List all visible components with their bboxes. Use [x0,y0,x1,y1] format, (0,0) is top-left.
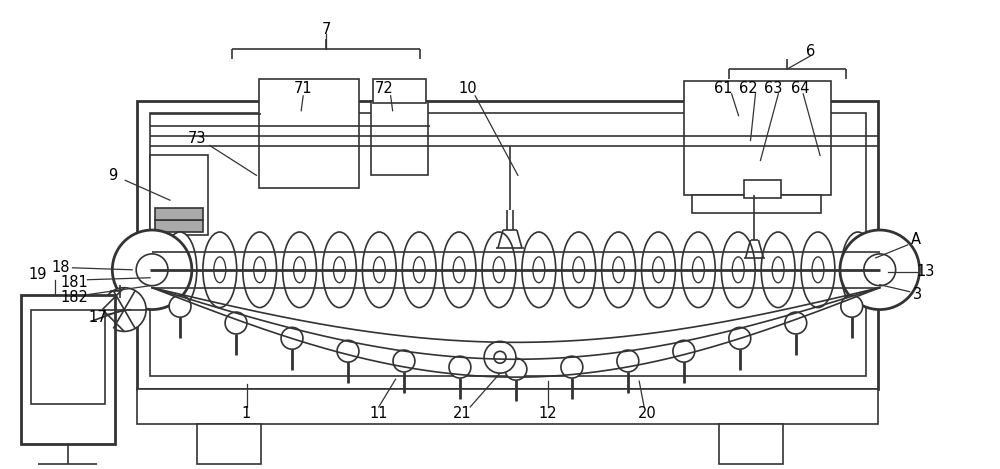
Bar [259,79,359,188]
Ellipse shape [243,232,277,308]
Ellipse shape [453,257,465,283]
Ellipse shape [573,257,585,283]
Ellipse shape [214,257,226,283]
Text: 10: 10 [459,81,478,96]
Text: 7: 7 [321,22,331,37]
Circle shape [494,351,506,363]
Ellipse shape [681,232,715,308]
Bar [150,113,866,376]
Circle shape [225,312,247,334]
Bar [137,389,878,424]
Text: 9: 9 [108,168,117,183]
Ellipse shape [692,257,704,283]
Text: 64: 64 [791,81,809,96]
Bar [155,208,203,220]
Circle shape [136,254,168,286]
Circle shape [102,287,146,332]
Ellipse shape [174,257,186,283]
Circle shape [841,295,863,317]
Text: 6: 6 [806,44,815,59]
Ellipse shape [442,232,476,308]
Ellipse shape [294,257,306,283]
Ellipse shape [323,232,356,308]
Ellipse shape [163,232,197,308]
Ellipse shape [333,257,345,283]
Ellipse shape [761,232,795,308]
Ellipse shape [254,257,266,283]
Bar [197,424,261,464]
Text: 21: 21 [453,407,472,422]
Bar [692,195,821,213]
Text: 11: 11 [369,407,388,422]
Ellipse shape [732,257,744,283]
Circle shape [561,356,583,378]
Ellipse shape [533,257,545,283]
Ellipse shape [522,232,556,308]
Bar [744,180,781,198]
Ellipse shape [653,257,664,283]
Circle shape [169,295,191,317]
Circle shape [673,340,695,362]
Circle shape [729,327,751,349]
Bar [21,295,115,444]
Bar [31,310,105,404]
Ellipse shape [482,232,516,308]
Text: 12: 12 [538,407,557,422]
Ellipse shape [642,232,675,308]
Text: 181: 181 [61,275,88,290]
Circle shape [785,312,807,334]
Ellipse shape [613,257,625,283]
Circle shape [393,350,415,372]
Ellipse shape [801,232,835,308]
Text: 73: 73 [188,131,206,146]
Circle shape [484,341,516,373]
Ellipse shape [283,232,316,308]
Circle shape [505,358,527,380]
Ellipse shape [562,232,596,308]
Bar [150,155,208,235]
Bar [684,81,831,195]
Circle shape [617,350,639,372]
Text: 72: 72 [374,81,393,96]
Ellipse shape [493,257,505,283]
Text: 17: 17 [88,310,107,325]
Text: 19: 19 [29,267,47,282]
Text: 63: 63 [764,81,783,96]
Text: A: A [911,233,921,248]
Bar [137,101,878,389]
Ellipse shape [602,232,635,308]
Ellipse shape [413,257,425,283]
Ellipse shape [203,232,237,308]
Circle shape [112,230,192,310]
Text: 71: 71 [294,81,312,96]
Circle shape [281,327,303,349]
Text: 61: 61 [714,81,733,96]
Text: 18: 18 [51,260,70,275]
Text: 62: 62 [739,81,758,96]
Bar [155,220,203,232]
Text: 182: 182 [61,290,88,305]
Circle shape [337,340,359,362]
Ellipse shape [852,257,864,283]
Ellipse shape [362,232,396,308]
Ellipse shape [841,232,875,308]
Text: 13: 13 [916,264,935,279]
Bar [371,101,428,175]
Bar [373,79,426,103]
Circle shape [449,356,471,378]
Circle shape [864,254,896,286]
Text: 1: 1 [242,407,251,422]
Circle shape [840,230,920,310]
Ellipse shape [812,257,824,283]
Bar [719,424,783,464]
Ellipse shape [772,257,784,283]
Ellipse shape [721,232,755,308]
Ellipse shape [402,232,436,308]
Text: 20: 20 [638,407,656,422]
Text: 3: 3 [913,287,922,302]
Ellipse shape [373,257,385,283]
